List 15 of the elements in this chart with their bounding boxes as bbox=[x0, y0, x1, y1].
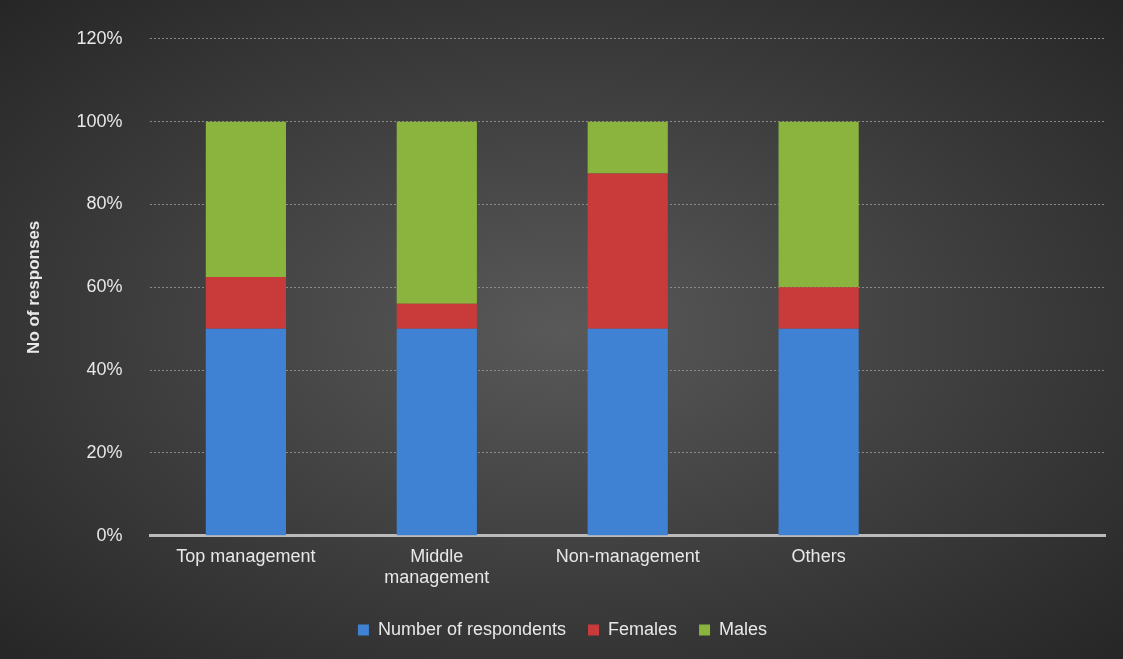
y-tick-label: 40% bbox=[86, 359, 123, 380]
legend-label: Males bbox=[719, 618, 768, 639]
x-tick-label: Middle management bbox=[384, 545, 490, 588]
x-tick-label: Top management bbox=[176, 545, 316, 566]
x-tick-label: Others bbox=[791, 545, 846, 566]
y-tick-label: 80% bbox=[86, 193, 123, 214]
y-tick-label: 60% bbox=[86, 276, 123, 297]
y-tick-label: 100% bbox=[76, 110, 123, 131]
y-tick-label: 20% bbox=[86, 441, 123, 462]
legend-label: Number of respondents bbox=[377, 618, 567, 639]
x-tick-label: Non-management bbox=[555, 545, 700, 566]
legend-label: Females bbox=[608, 618, 678, 639]
y-tick-label: 120% bbox=[76, 27, 123, 48]
y-tick-label: 0% bbox=[96, 524, 123, 545]
y-axis-title: No of responses bbox=[23, 220, 43, 354]
